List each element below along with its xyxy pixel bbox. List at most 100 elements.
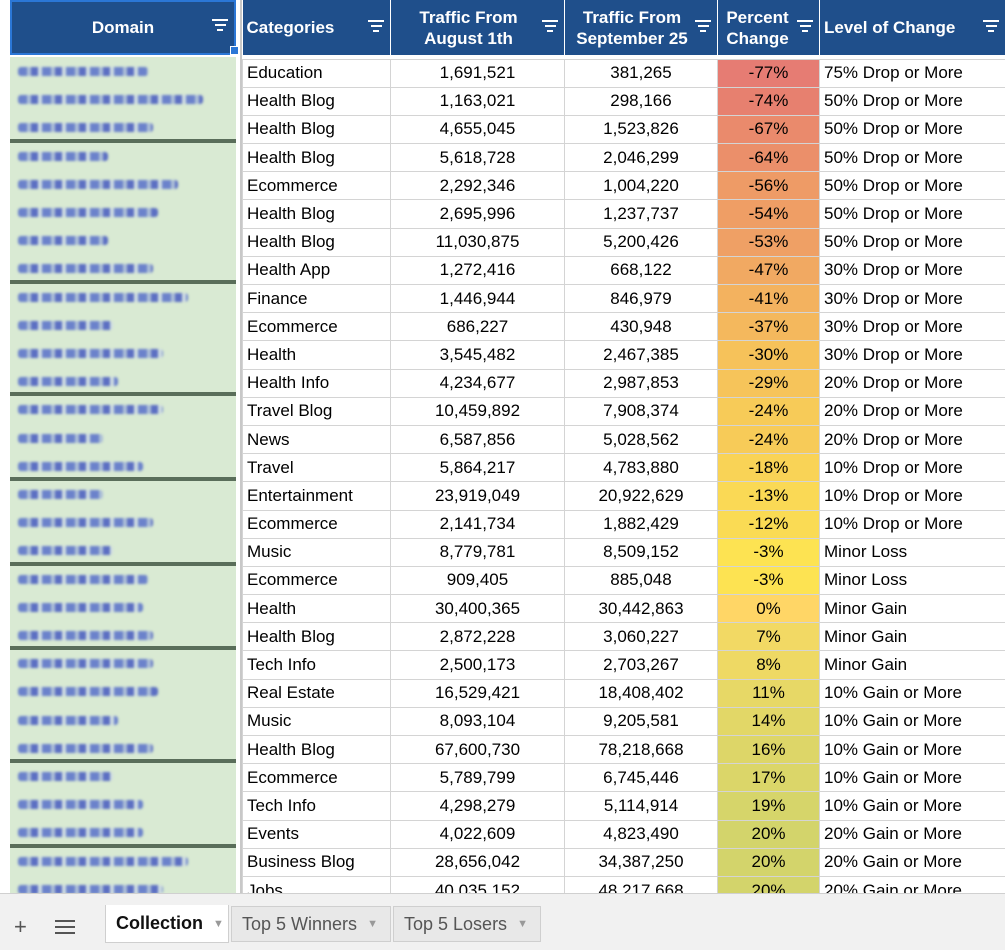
domain-cell-redacted[interactable] [10, 762, 236, 790]
cell-traffic-sep[interactable]: 1,237,737 [564, 199, 718, 229]
cell-traffic-sep[interactable]: 5,200,426 [564, 227, 718, 257]
cell-traffic-sep[interactable]: 2,046,299 [564, 143, 718, 173]
cell-percent-change[interactable]: -67% [717, 114, 820, 145]
cell-traffic-aug[interactable]: 1,272,416 [390, 255, 565, 286]
cell-level-of-change[interactable]: Minor Gain [819, 650, 1005, 680]
cell-percent-change[interactable]: -41% [717, 283, 820, 314]
cell-category[interactable]: Travel [242, 453, 391, 483]
chevron-down-icon[interactable]: ▼ [213, 917, 224, 930]
header-traffic-sep[interactable]: Traffic From September 25 [564, 0, 718, 55]
cell-percent-change[interactable]: 20% [717, 875, 820, 893]
domain-cell-redacted[interactable] [10, 621, 236, 649]
cell-category[interactable]: Health [242, 594, 391, 624]
cell-traffic-aug[interactable]: 11,030,875 [390, 227, 565, 257]
cell-level-of-change[interactable]: 10% Gain or More [819, 763, 1005, 793]
cell-traffic-sep[interactable]: 1,004,220 [564, 171, 718, 201]
cell-traffic-sep[interactable]: 78,218,668 [564, 734, 718, 765]
cell-traffic-aug[interactable]: 2,695,996 [390, 199, 565, 229]
domain-cell-redacted[interactable] [10, 57, 236, 85]
cell-traffic-aug[interactable]: 2,500,173 [390, 650, 565, 680]
cell-category[interactable]: Real Estate [242, 678, 391, 708]
cell-traffic-aug[interactable]: 8,779,781 [390, 537, 565, 567]
cell-percent-change[interactable]: -74% [717, 86, 820, 116]
cell-category[interactable]: Health Blog [242, 199, 391, 229]
cell-traffic-aug[interactable]: 5,864,217 [390, 453, 565, 483]
domain-cell-redacted[interactable] [10, 875, 236, 893]
domain-cell-redacted[interactable] [10, 847, 236, 875]
cell-percent-change[interactable]: 20% [717, 819, 820, 849]
cell-category[interactable]: Health Info [242, 368, 391, 398]
cell-traffic-sep[interactable]: 5,114,914 [564, 791, 718, 821]
cell-traffic-aug[interactable]: 28,656,042 [390, 847, 565, 877]
cell-level-of-change[interactable]: Minor Loss [819, 537, 1005, 567]
cell-category[interactable]: Ecommerce [242, 565, 391, 596]
cell-percent-change[interactable]: -18% [717, 453, 820, 483]
cell-percent-change[interactable]: -56% [717, 171, 820, 201]
domain-cell-redacted[interactable] [10, 424, 236, 452]
cell-category[interactable]: Music [242, 537, 391, 567]
cell-percent-change[interactable]: -12% [717, 509, 820, 539]
cell-traffic-aug[interactable]: 8,093,104 [390, 706, 565, 737]
cell-category[interactable]: Jobs [242, 875, 391, 893]
cell-percent-change[interactable]: 20% [717, 847, 820, 877]
cell-percent-change[interactable]: 8% [717, 650, 820, 680]
domain-cell-redacted[interactable] [10, 593, 236, 621]
cell-level-of-change[interactable]: Minor Gain [819, 594, 1005, 624]
chevron-down-icon[interactable]: ▼ [517, 918, 528, 930]
cell-percent-change[interactable]: 16% [717, 734, 820, 765]
cell-traffic-aug[interactable]: 67,600,730 [390, 734, 565, 765]
cell-percent-change[interactable]: -3% [717, 537, 820, 567]
cell-traffic-aug[interactable]: 4,655,045 [390, 114, 565, 145]
cell-traffic-sep[interactable]: 7,908,374 [564, 396, 718, 426]
cell-level-of-change[interactable]: 30% Drop or More [819, 312, 1005, 342]
cell-category[interactable]: Business Blog [242, 847, 391, 877]
cell-level-of-change[interactable]: Minor Loss [819, 565, 1005, 596]
cell-traffic-aug[interactable]: 1,446,944 [390, 283, 565, 314]
frozen-column-divider[interactable] [240, 0, 242, 893]
domain-cell-redacted[interactable] [10, 198, 236, 226]
cell-traffic-aug[interactable]: 5,789,799 [390, 763, 565, 793]
selection-fill-handle[interactable] [230, 46, 239, 55]
cell-percent-change[interactable]: 14% [717, 706, 820, 737]
cell-level-of-change[interactable]: 50% Drop or More [819, 171, 1005, 201]
cell-percent-change[interactable]: -30% [717, 340, 820, 370]
cell-percent-change[interactable]: 0% [717, 594, 820, 624]
cell-percent-change[interactable]: -13% [717, 481, 820, 511]
domain-cell-redacted[interactable] [10, 226, 236, 254]
cell-percent-change[interactable]: -47% [717, 255, 820, 286]
tab-top-5-losers[interactable]: Top 5 Losers ▼ [393, 906, 541, 942]
domain-cell-redacted[interactable] [10, 452, 236, 480]
tab-top-5-winners[interactable]: Top 5 Winners ▼ [231, 906, 391, 942]
filter-icon[interactable] [212, 19, 228, 33]
cell-category[interactable]: Health App [242, 255, 391, 286]
cell-level-of-change[interactable]: 30% Drop or More [819, 340, 1005, 370]
domain-cell-redacted[interactable] [10, 142, 236, 170]
cell-traffic-sep[interactable]: 3,060,227 [564, 622, 718, 652]
cell-traffic-sep[interactable]: 9,205,581 [564, 706, 718, 737]
domain-cell-redacted[interactable] [10, 395, 236, 423]
header-categories[interactable]: Categories [242, 0, 391, 55]
cell-traffic-sep[interactable]: 2,987,853 [564, 368, 718, 398]
domain-cell-redacted[interactable] [10, 339, 236, 367]
cell-traffic-sep[interactable]: 846,979 [564, 283, 718, 314]
domain-cell-redacted[interactable] [10, 254, 236, 282]
cell-traffic-aug[interactable]: 16,529,421 [390, 678, 565, 708]
cell-category[interactable]: Events [242, 819, 391, 849]
cell-level-of-change[interactable]: 10% Gain or More [819, 706, 1005, 737]
cell-category[interactable]: Ecommerce [242, 171, 391, 201]
cell-traffic-sep[interactable]: 2,703,267 [564, 650, 718, 680]
cell-percent-change[interactable]: -24% [717, 424, 820, 455]
cell-traffic-aug[interactable]: 1,163,021 [390, 86, 565, 116]
filter-icon[interactable] [983, 20, 999, 34]
cell-category[interactable]: Ecommerce [242, 763, 391, 793]
cell-category[interactable]: Health Blog [242, 622, 391, 652]
domain-cell-redacted[interactable] [10, 818, 236, 846]
cell-percent-change[interactable]: -29% [717, 368, 820, 398]
cell-category[interactable]: Tech Info [242, 791, 391, 821]
cell-traffic-aug[interactable]: 3,545,482 [390, 340, 565, 370]
cell-traffic-sep[interactable]: 34,387,250 [564, 847, 718, 877]
cell-traffic-sep[interactable]: 6,745,446 [564, 763, 718, 793]
cell-category[interactable]: Ecommerce [242, 312, 391, 342]
cell-level-of-change[interactable]: 10% Gain or More [819, 791, 1005, 821]
domain-cell-redacted[interactable] [10, 311, 236, 339]
